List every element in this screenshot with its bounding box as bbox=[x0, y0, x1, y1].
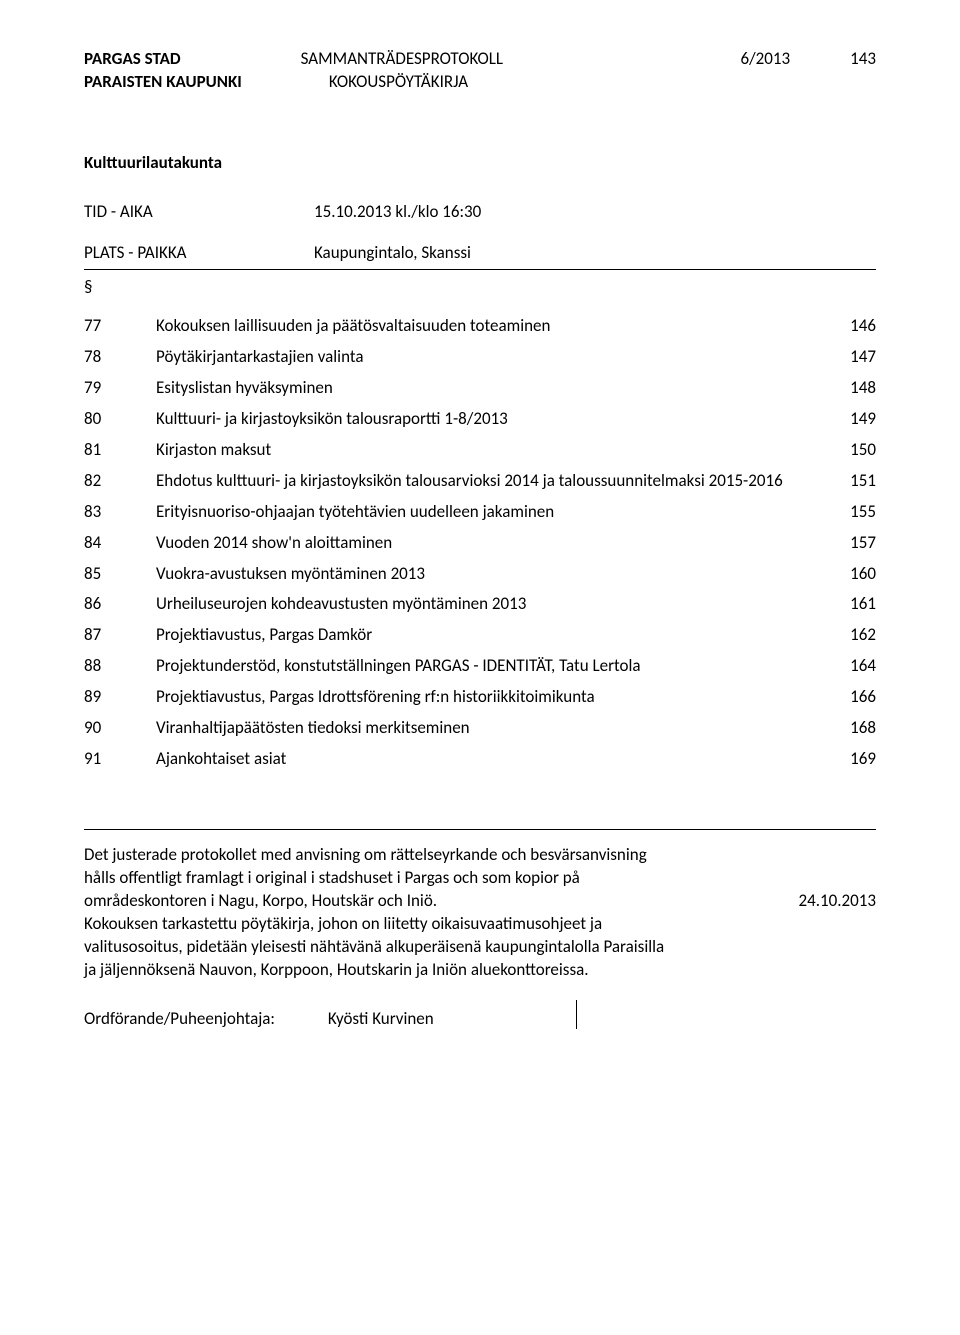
doc-number: 6/2013 bbox=[740, 48, 790, 69]
plats-value: Kaupungintalo, Skanssi bbox=[314, 242, 471, 263]
toc-item-title: Projektiavustus, Pargas Idrottsförening … bbox=[156, 686, 828, 709]
footer-block: Det justerade protokollet med anvisning … bbox=[84, 844, 876, 982]
plats-label: PLATS - PAIKKA bbox=[84, 242, 314, 263]
toc-item-title: Kirjaston maksut bbox=[156, 439, 828, 462]
toc-row: 86Urheiluseurojen kohdeavustusten myöntä… bbox=[84, 593, 876, 616]
footer-date: 24.10.2013 bbox=[798, 890, 876, 913]
divider-top bbox=[84, 269, 876, 270]
section-symbol: § bbox=[84, 276, 876, 297]
toc-item-title: Erityisnuoriso-ohjaajan työtehtävien uud… bbox=[156, 501, 828, 524]
header-row-2: PARAISTEN KAUPUNKI KOKOUSPÖYTÄKIRJA bbox=[84, 71, 876, 92]
tid-row: TID - AIKA 15.10.2013 kl./klo 16:30 bbox=[84, 201, 876, 222]
toc-item-number: 91 bbox=[84, 748, 156, 771]
toc-item-title: Kulttuuri- ja kirjastoyksikön talousrapo… bbox=[156, 408, 828, 431]
toc-item-title: Viranhaltijapäätösten tiedoksi merkitsem… bbox=[156, 717, 828, 740]
toc-row: 77Kokouksen laillisuuden ja päätösvaltai… bbox=[84, 315, 876, 338]
toc-item-number: 89 bbox=[84, 686, 156, 709]
toc-item-page: 168 bbox=[828, 717, 876, 740]
toc-item-page: 147 bbox=[828, 346, 876, 369]
footer-line-5: valitusosoitus, pidetään yleisesti nähtä… bbox=[84, 936, 876, 959]
org-name-1: PARGAS STAD bbox=[84, 48, 181, 69]
org-name-2: PARAISTEN KAUPUNKI bbox=[84, 71, 242, 92]
toc-item-page: 149 bbox=[828, 408, 876, 431]
toc-item-title: Vuoden 2014 show'n aloittaminen bbox=[156, 532, 828, 555]
footer-line-3-left: områdeskontoren i Nagu, Korpo, Houtskär … bbox=[84, 890, 437, 913]
toc-item-title: Ehdotus kulttuuri- ja kirjastoyksikön ta… bbox=[156, 470, 828, 493]
toc-item-number: 83 bbox=[84, 501, 156, 524]
toc-item-title: Projektunderstöd, konstutställningen PAR… bbox=[156, 655, 828, 678]
toc-row: 82Ehdotus kulttuuri- ja kirjastoyksikön … bbox=[84, 470, 876, 493]
section-title: Kulttuurilautakunta bbox=[84, 152, 876, 173]
toc-row: 84Vuoden 2014 show'n aloittaminen157 bbox=[84, 532, 876, 555]
toc-item-page: 155 bbox=[828, 501, 876, 524]
chair-label: Ordförande/Puheenjohtaja: bbox=[84, 1008, 324, 1029]
toc-item-page: 162 bbox=[828, 624, 876, 647]
toc-row: 90Viranhaltijapäätösten tiedoksi merkits… bbox=[84, 717, 876, 740]
toc-row: 89Projektiavustus, Pargas Idrottsförenin… bbox=[84, 686, 876, 709]
vertical-separator bbox=[576, 1000, 577, 1029]
footer-line-4: Kokouksen tarkastettu pöytäkirja, johon … bbox=[84, 913, 876, 936]
tid-label: TID - AIKA bbox=[84, 201, 314, 222]
toc-item-page: 146 bbox=[828, 315, 876, 338]
divider-bottom bbox=[84, 829, 876, 830]
toc-item-title: Esityslistan hyväksyminen bbox=[156, 377, 828, 400]
footer-line-2: hålls offentligt framlagt i original i s… bbox=[84, 867, 876, 890]
toc-item-number: 90 bbox=[84, 717, 156, 740]
page-number: 143 bbox=[850, 48, 876, 69]
toc-row: 83Erityisnuoriso-ohjaajan työtehtävien u… bbox=[84, 501, 876, 524]
toc-row: 79Esityslistan hyväksyminen148 bbox=[84, 377, 876, 400]
toc-item-page: 166 bbox=[828, 686, 876, 709]
header-row-1: PARGAS STAD SAMMANTRÄDESPROTOKOLL 6/2013… bbox=[84, 48, 876, 69]
footer-line-6: ja jäljennöksenä Nauvon, Korppoon, Houts… bbox=[84, 959, 876, 982]
chair-row: Ordförande/Puheenjohtaja: Kyösti Kurvine… bbox=[84, 1000, 876, 1029]
toc-item-number: 78 bbox=[84, 346, 156, 369]
page: PARGAS STAD SAMMANTRÄDESPROTOKOLL 6/2013… bbox=[0, 0, 960, 1335]
toc-row: 91Ajankohtaiset asiat169 bbox=[84, 748, 876, 771]
toc-item-page: 148 bbox=[828, 377, 876, 400]
toc-item-number: 85 bbox=[84, 563, 156, 586]
toc-item-number: 84 bbox=[84, 532, 156, 555]
toc-item-title: Ajankohtaiset asiat bbox=[156, 748, 828, 771]
toc-item-title: Urheiluseurojen kohdeavustusten myöntämi… bbox=[156, 593, 828, 616]
toc-item-page: 164 bbox=[828, 655, 876, 678]
toc-item-title: Pöytäkirjantarkastajien valinta bbox=[156, 346, 828, 369]
toc-item-number: 88 bbox=[84, 655, 156, 678]
toc-item-number: 86 bbox=[84, 593, 156, 616]
toc-item-number: 87 bbox=[84, 624, 156, 647]
toc-row: 78Pöytäkirjantarkastajien valinta147 bbox=[84, 346, 876, 369]
toc-item-number: 79 bbox=[84, 377, 156, 400]
toc-item-title: Vuokra-avustuksen myöntäminen 2013 bbox=[156, 563, 828, 586]
chair-name: Kyösti Kurvinen bbox=[328, 1008, 434, 1029]
doc-type-1: SAMMANTRÄDESPROTOKOLL bbox=[181, 48, 741, 69]
footer-line-3: områdeskontoren i Nagu, Korpo, Houtskär … bbox=[84, 890, 876, 913]
toc-row: 80Kulttuuri- ja kirjastoyksikön talousra… bbox=[84, 408, 876, 431]
toc-item-page: 161 bbox=[828, 593, 876, 616]
toc-item-number: 80 bbox=[84, 408, 156, 431]
doc-type-2: KOKOUSPÖYTÄKIRJA bbox=[242, 71, 468, 92]
toc-item-title: Projektiavustus, Pargas Damkör bbox=[156, 624, 828, 647]
toc-row: 88Projektunderstöd, konstutställningen P… bbox=[84, 655, 876, 678]
plats-row: PLATS - PAIKKA Kaupungintalo, Skanssi bbox=[84, 242, 876, 263]
toc-item-number: 82 bbox=[84, 470, 156, 493]
toc-item-page: 160 bbox=[828, 563, 876, 586]
footer-line-1: Det justerade protokollet med anvisning … bbox=[84, 844, 876, 867]
toc-item-number: 77 bbox=[84, 315, 156, 338]
toc: 77Kokouksen laillisuuden ja päätösvaltai… bbox=[84, 315, 876, 771]
toc-item-page: 169 bbox=[828, 748, 876, 771]
header-right: 6/2013 143 bbox=[740, 48, 876, 69]
toc-row: 87Projektiavustus, Pargas Damkör162 bbox=[84, 624, 876, 647]
chair-block: Ordförande/Puheenjohtaja: Kyösti Kurvine… bbox=[84, 1000, 876, 1029]
toc-row: 81Kirjaston maksut150 bbox=[84, 439, 876, 462]
toc-item-title: Kokouksen laillisuuden ja päätösvaltaisu… bbox=[156, 315, 828, 338]
toc-item-page: 150 bbox=[828, 439, 876, 462]
toc-item-number: 81 bbox=[84, 439, 156, 462]
toc-row: 85Vuokra-avustuksen myöntäminen 2013160 bbox=[84, 563, 876, 586]
tid-value: 15.10.2013 kl./klo 16:30 bbox=[314, 201, 481, 222]
toc-item-page: 151 bbox=[828, 470, 876, 493]
toc-item-page: 157 bbox=[828, 532, 876, 555]
